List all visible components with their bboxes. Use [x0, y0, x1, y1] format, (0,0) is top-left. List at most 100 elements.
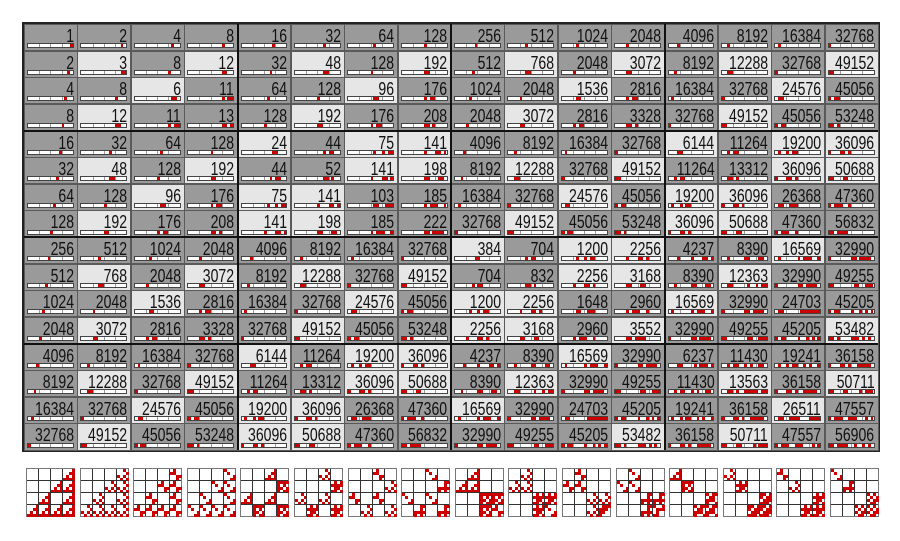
pattern-pixel	[444, 481, 448, 484]
bar-tick	[381, 390, 383, 394]
bit-on-mark	[727, 177, 731, 181]
pattern-pixel	[548, 502, 552, 505]
pattern-pixel	[816, 496, 820, 499]
pattern-pixel	[122, 469, 126, 472]
bar-tick	[466, 390, 468, 394]
cell-value: 36096	[248, 425, 288, 446]
bit-on-mark	[710, 310, 714, 314]
bar-tick	[530, 337, 532, 340]
pattern-pixel	[735, 490, 739, 493]
pattern-pixel	[530, 484, 534, 487]
cell-value: 75	[378, 132, 395, 153]
pattern-pixel	[640, 514, 644, 517]
bit-on-mark	[92, 337, 96, 340]
bit-bar	[400, 123, 448, 128]
bar-tick	[39, 363, 41, 367]
bit-on-mark	[763, 390, 767, 394]
bar-tick	[359, 257, 361, 261]
bar-tick	[157, 257, 159, 261]
pattern-pixel	[533, 502, 537, 505]
bit-on-mark	[859, 390, 863, 394]
bit-bar	[827, 282, 875, 288]
pattern-pixel	[753, 511, 757, 514]
grid-cell: 256	[451, 24, 505, 52]
bit-on-mark	[839, 363, 843, 367]
bit-on-mark	[867, 363, 871, 367]
bar-tick	[92, 150, 94, 154]
pattern-pixel	[72, 496, 75, 499]
pattern-pixel	[149, 505, 153, 508]
bit-on-mark	[485, 416, 489, 420]
pattern-pixel	[217, 514, 221, 517]
grid-cell: 32990	[611, 343, 665, 371]
pattern-pixel	[524, 490, 528, 493]
bar-tick	[744, 124, 746, 127]
bit-on-mark	[528, 283, 531, 287]
bar-tick	[466, 177, 468, 181]
pattern-pixel	[280, 505, 284, 508]
bit-on-mark	[595, 416, 599, 420]
bar-tick	[61, 443, 63, 447]
pattern-pixel	[170, 508, 174, 511]
pattern-pixel	[488, 505, 492, 508]
bit-on-mark	[572, 124, 576, 127]
bit-on-mark	[64, 97, 68, 101]
pattern-pixel	[688, 481, 692, 484]
cell-value: 45056	[355, 318, 395, 339]
bit-on-mark	[542, 416, 545, 420]
bit-on-mark	[761, 416, 764, 420]
bit-on-mark	[828, 230, 832, 234]
pattern-pixel	[435, 478, 439, 481]
pattern-pixel	[554, 493, 558, 496]
grid-cell: 45056	[824, 77, 879, 105]
pattern-pixel	[125, 502, 129, 505]
pattern-pixel	[340, 508, 343, 511]
bit-on-mark	[424, 150, 427, 154]
grid-cell: 49255	[611, 370, 665, 398]
bar-tick	[595, 44, 597, 48]
pattern-pixel	[554, 502, 558, 505]
pattern-pixel	[816, 514, 820, 517]
grid-cell: 36096	[237, 423, 292, 451]
pattern-pixel	[494, 493, 498, 496]
grid-cell: 47360	[824, 183, 879, 211]
bit-on-mark	[747, 337, 750, 340]
bit-on-mark	[269, 70, 273, 74]
cell-value: 1024	[149, 239, 181, 259]
bar-tick	[595, 283, 597, 287]
bit-on-mark	[629, 337, 632, 340]
pattern-pixel	[432, 502, 436, 505]
bit-bar	[560, 256, 608, 262]
bar-tick	[92, 177, 94, 181]
bit-bar	[507, 176, 555, 182]
bit-bar	[293, 96, 341, 102]
bit-bar	[80, 256, 128, 262]
pattern-pixel	[476, 469, 480, 472]
pattern-pixel	[444, 511, 448, 514]
cell-value: 16569	[568, 345, 608, 366]
pattern-pixel	[328, 502, 331, 505]
bit-on-mark	[615, 443, 618, 447]
pattern-pixel	[113, 514, 117, 517]
bit-on-mark	[469, 97, 472, 101]
bar-tick	[755, 443, 757, 447]
bit-on-mark	[626, 310, 630, 314]
pattern-pixel	[447, 505, 451, 508]
bit-on-mark	[685, 203, 689, 207]
bar-tick	[168, 416, 170, 420]
bit-on-mark	[853, 257, 857, 261]
grid-cell: 56832	[824, 210, 879, 238]
cell-value: 64	[271, 79, 288, 100]
grid-cell: 64	[237, 77, 292, 105]
bit-bar	[720, 229, 768, 235]
bit-on-mark	[424, 203, 427, 207]
bit-on-mark	[592, 363, 596, 367]
pattern-pixel	[69, 502, 72, 505]
cell-value: 32768	[301, 292, 341, 313]
bit-on-mark	[783, 337, 787, 340]
bit-on-mark	[480, 337, 484, 340]
pattern-pixel	[173, 481, 177, 484]
bar-tick	[733, 310, 735, 314]
bit-on-mark	[758, 443, 762, 447]
bar-tick	[435, 363, 437, 367]
